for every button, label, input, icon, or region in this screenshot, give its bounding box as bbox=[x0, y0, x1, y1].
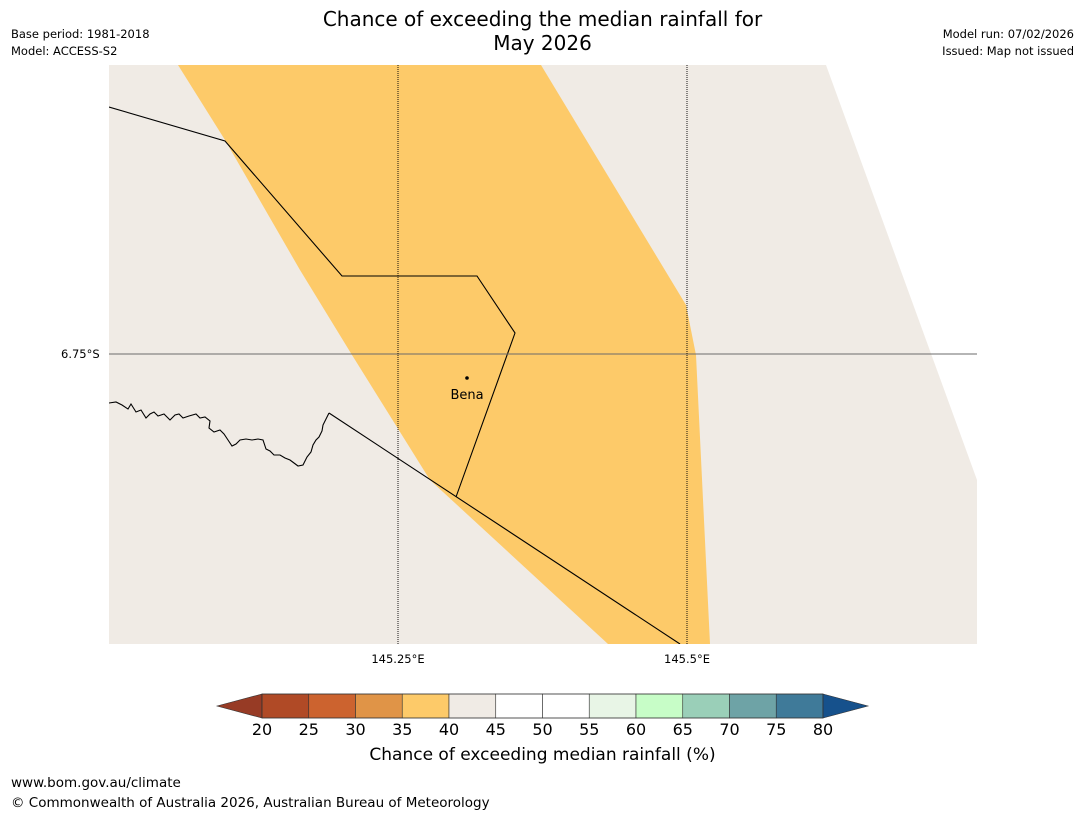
colorbar-tick-label: 50 bbox=[532, 720, 553, 739]
colorbar-box bbox=[261, 693, 310, 719]
colorbar-outline bbox=[261, 693, 824, 719]
map-title: Chance of exceeding the median rainfall … bbox=[0, 7, 1085, 55]
colorbar-tick-label: 65 bbox=[672, 720, 693, 739]
colorbar-tick-label: 20 bbox=[251, 720, 273, 739]
colorbar-tick-label: 45 bbox=[485, 720, 506, 739]
place-marker-bena bbox=[465, 376, 469, 380]
colorbar-box bbox=[448, 693, 497, 719]
colorbar-box bbox=[308, 693, 356, 719]
base-period-text: Base period: 1981-2018 bbox=[11, 27, 150, 41]
colorbar-over-arrow bbox=[822, 693, 870, 719]
boundary-line-south bbox=[328, 412, 681, 644]
colorbar-tick-label: 30 bbox=[345, 720, 366, 739]
colorbar-box bbox=[682, 693, 730, 719]
colorbar-box bbox=[542, 693, 590, 719]
colorbar-tick-label: 40 bbox=[438, 720, 460, 739]
map-title-line2: May 2026 bbox=[493, 31, 592, 55]
coastline bbox=[109, 401, 330, 467]
colorbar-box bbox=[729, 693, 777, 719]
model-run-text: Model run: 07/02/2026 bbox=[942, 27, 1074, 41]
colorbar-tick-label: 25 bbox=[298, 720, 319, 739]
issued-text: Issued: Map not issued bbox=[942, 44, 1074, 58]
map-title-line1: Chance of exceeding the median rainfall … bbox=[322, 7, 763, 31]
meta-left: Base period: 1981-2018 Model: ACCESS-S2 bbox=[11, 26, 150, 60]
colorbar-box bbox=[355, 693, 403, 719]
model-text: Model: ACCESS-S2 bbox=[11, 44, 118, 58]
meta-right: Model run: 07/02/2026 Issued: Map not is… bbox=[942, 26, 1074, 60]
colorbar-title: Chance of exceeding median rainfall (%) bbox=[369, 745, 716, 765]
colorbar-box bbox=[401, 693, 450, 719]
colorbar-tick-label: 70 bbox=[719, 720, 740, 739]
forecast-band-35-40 bbox=[178, 65, 710, 644]
lat-label: 6.75°S bbox=[61, 347, 100, 361]
colorbar-box bbox=[588, 693, 637, 719]
footer-url: www.bom.gov.au/climate bbox=[11, 775, 181, 791]
colorbar-tick-label: 75 bbox=[766, 720, 787, 739]
lon-label-145-5: 145.5°E bbox=[664, 652, 710, 666]
colorbar-box bbox=[495, 693, 543, 719]
colorbar-boxes bbox=[261, 693, 824, 719]
colorbar-tick-label: 80 bbox=[812, 720, 834, 739]
colorbar-tick-label: 60 bbox=[625, 720, 647, 739]
footer-copyright: © Commonwealth of Australia 2026, Austra… bbox=[11, 795, 490, 811]
place-label-bena: Bena bbox=[450, 388, 484, 403]
colorbar-tick-label: 55 bbox=[579, 720, 600, 739]
boundary-line bbox=[109, 106, 516, 498]
forecast-right-white bbox=[826, 65, 977, 480]
colorbar-box bbox=[775, 693, 824, 719]
lon-label-145-25: 145.25°E bbox=[371, 652, 425, 666]
colorbar-tick-label: 35 bbox=[392, 720, 413, 739]
colorbar-under-arrow bbox=[215, 693, 263, 719]
colorbar-box bbox=[635, 693, 684, 719]
